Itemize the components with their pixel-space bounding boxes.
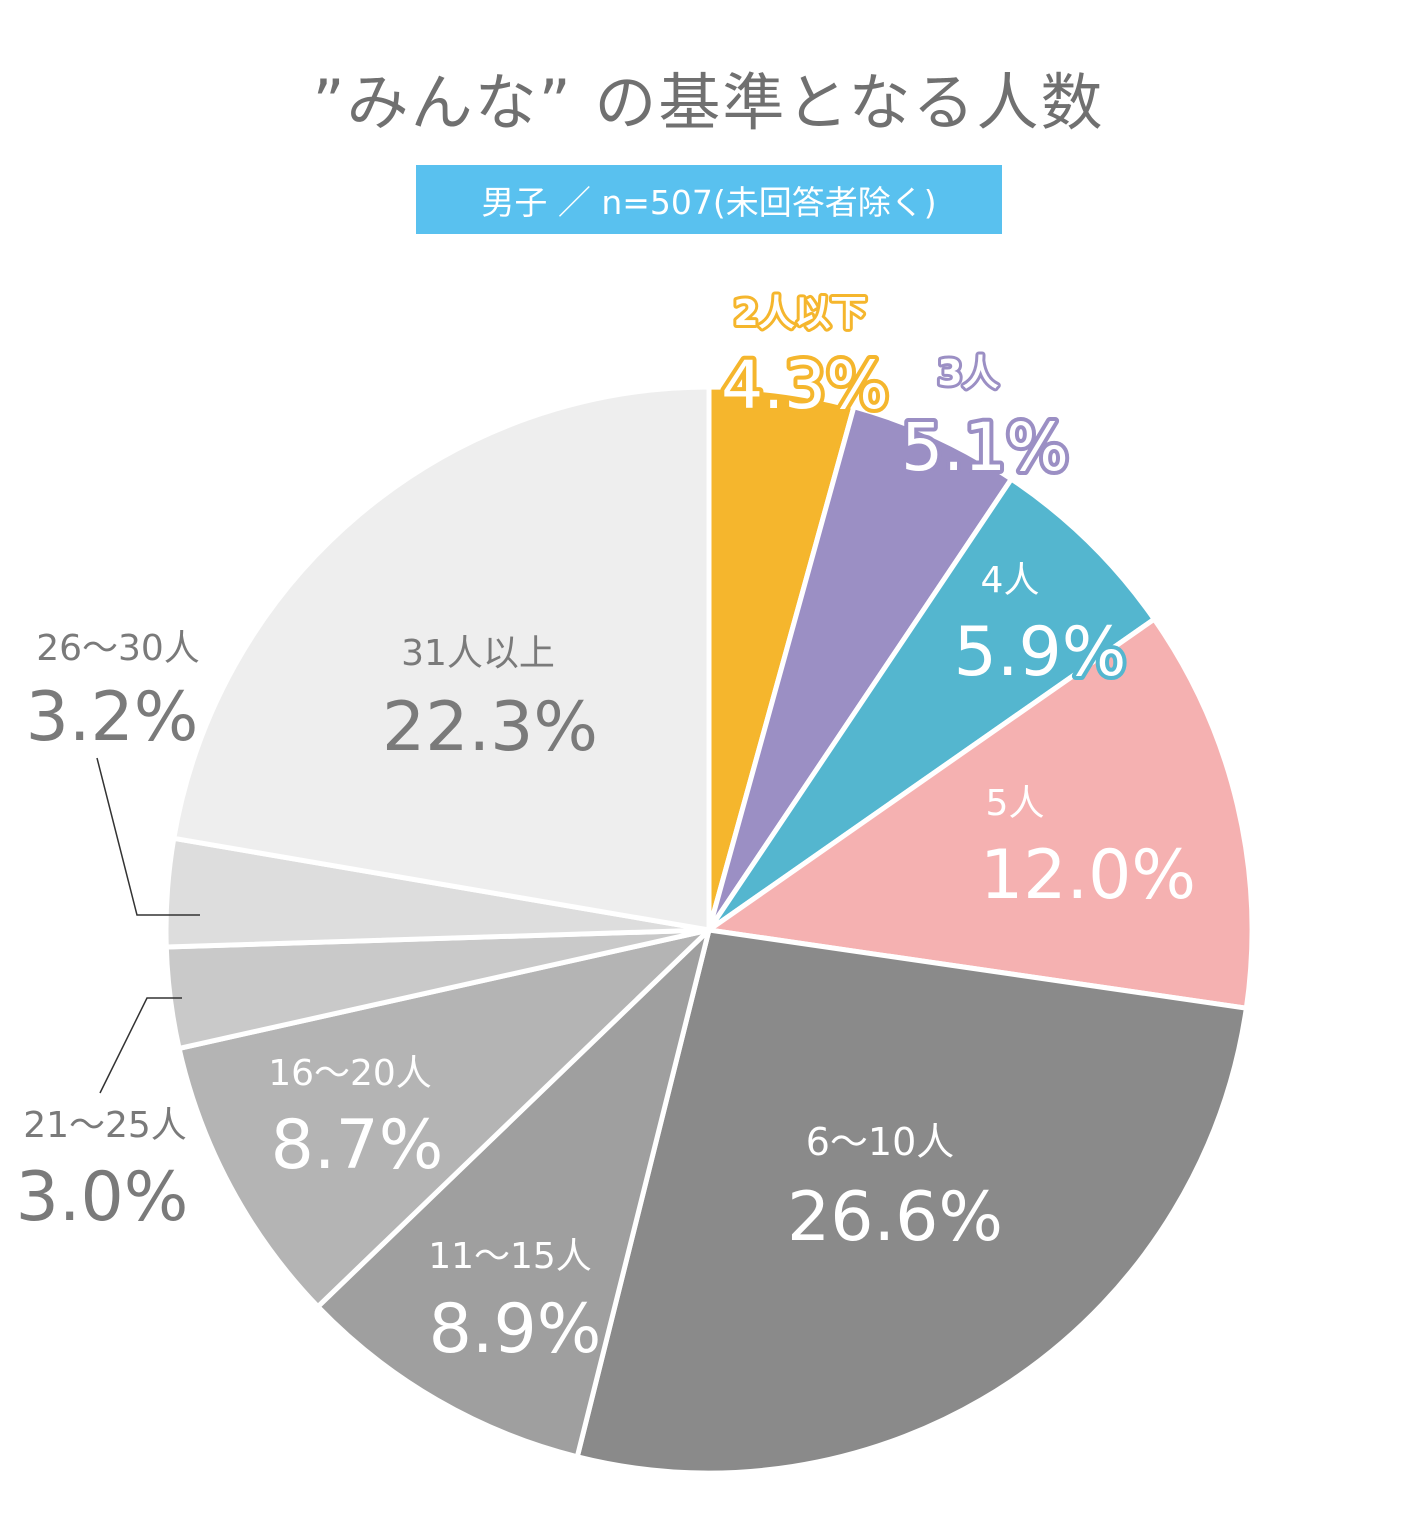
pie-slice <box>176 927 712 1310</box>
pie-slices <box>163 384 1255 1476</box>
pie-slice <box>574 927 1249 1476</box>
slice-label-name: 3人 <box>937 353 998 394</box>
slice-label-name: 11～15人 <box>428 1236 592 1277</box>
pie-slice <box>315 927 712 1460</box>
chart-title: ”みんな” の基準となる人数 <box>312 66 1105 139</box>
slice-label-name: 5人 <box>986 783 1045 824</box>
pie-slice <box>171 384 712 933</box>
slice-label-value: 3.0% <box>16 1158 189 1237</box>
subtitle-badge: 男子 ／ n=507(未回答者除く) <box>416 165 1002 234</box>
slice-label-value: 4.3% <box>721 347 889 424</box>
slice-label-value: 8.7% <box>271 1106 444 1185</box>
slice-labels: 2人以下 4.3% 3人 5.1% 4人 5.9% 5人 12.0% 6～10人 26.6% 11～… <box>16 290 1196 1369</box>
slice-label-value: 12.0% <box>980 836 1196 915</box>
leader-line-21-25 <box>99 997 182 1094</box>
slice-label-name: 6～10人 <box>806 1120 955 1164</box>
slice-label-name: 31人以上 <box>401 633 555 674</box>
pie-slice <box>706 404 1014 933</box>
slice-label-name: 4人 <box>981 560 1040 601</box>
slice-label-value: 8.9% <box>429 1290 602 1369</box>
slice-label-name: 16～20人 <box>268 1053 432 1094</box>
slice-label-value: 5.9% <box>954 613 1127 692</box>
slice-label-name: 2人以下 <box>733 293 866 334</box>
slice-label-value: 22.3% <box>382 688 598 767</box>
pie-slice <box>706 616 1255 1011</box>
slice-label-value: 26.6% <box>787 1178 1003 1257</box>
subtitle-text: 男子 ／ n=507(未回答者除く) <box>481 182 937 222</box>
slice-label-name: 26～30人 <box>36 628 200 669</box>
pie-slice <box>706 476 1157 933</box>
leader-lines <box>96 757 200 1094</box>
slice-label-value: 5.1% <box>901 409 1069 486</box>
slice-label-value: 3.2% <box>26 678 199 757</box>
slice-label-name: 21～25人 <box>23 1105 187 1146</box>
leader-line-26-30 <box>96 757 200 916</box>
